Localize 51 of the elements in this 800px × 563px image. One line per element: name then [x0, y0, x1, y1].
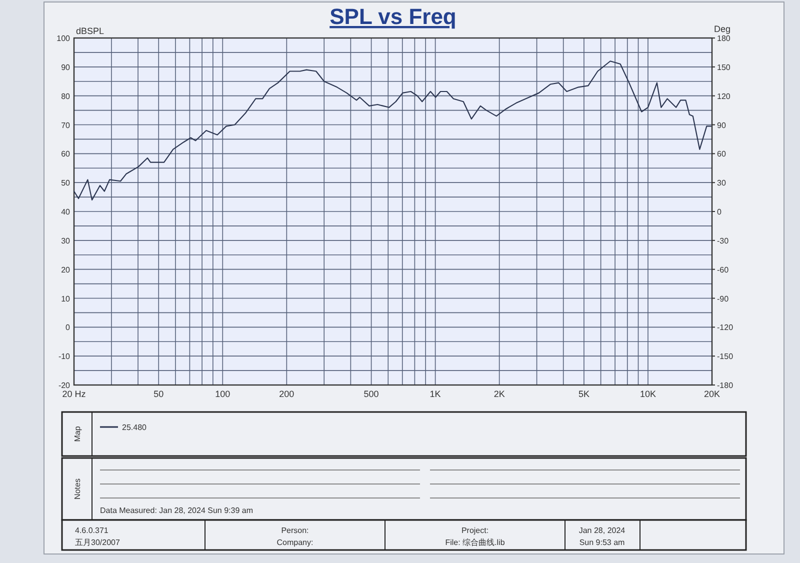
x-tick-label: 200 [279, 389, 294, 399]
x-tick-label: 50 [154, 389, 164, 399]
y2-tick-label: -60 [717, 265, 730, 274]
y-tick-label: 10 [61, 294, 71, 304]
y-axis-title: dBSPL [76, 26, 104, 36]
text: Notes [73, 478, 82, 500]
x-tick-label: 1K [430, 389, 441, 399]
y2-tick-label: -180 [717, 381, 734, 390]
x-tick-label: 10K [640, 389, 656, 399]
text: 五月30/2007 [75, 538, 120, 547]
y-tick-label: 50 [61, 178, 71, 188]
y2-tick-label: 90 [717, 120, 726, 130]
text: Jan 28, 2024 [578, 526, 626, 535]
y-tick-label: 0 [66, 323, 71, 332]
text: Company: [276, 538, 314, 547]
y2-tick-label: 180 [717, 34, 731, 43]
y2-tick-label: -90 [717, 294, 730, 304]
y2-tick-label: 0 [717, 208, 722, 216]
x-tick-label: 100 [215, 389, 230, 399]
y-tick-label: -10 [58, 352, 71, 362]
text: Project: [461, 526, 489, 535]
y-tick-label: -20 [58, 381, 71, 390]
y-tick-label: 20 [61, 265, 71, 274]
y-tick-label: 60 [61, 150, 71, 159]
y2-tick-label: -150 [717, 352, 734, 362]
y2-tick-label: 150 [717, 62, 731, 72]
text: Sun 9:53 am [579, 538, 626, 547]
text: Data Measured: Jan 28, 2024 Sun 9:39 am [100, 506, 254, 515]
text: File: 综合曲线.lib [445, 538, 506, 547]
x-tick-label: 20K [704, 389, 720, 399]
y-tick-label: 70 [61, 120, 71, 130]
y2-tick-label: 30 [717, 178, 726, 188]
y-tick-label: 30 [61, 236, 71, 246]
y-tick-label: 90 [61, 62, 71, 72]
text: Person: [281, 526, 309, 535]
y2-tick-label: 120 [717, 92, 731, 101]
y-tick-label: 40 [61, 208, 71, 216]
legend-title: Map [73, 426, 82, 442]
x-tick-label: 5K [578, 389, 590, 399]
text: 4.6.0.371 [75, 526, 109, 535]
y-tick-label: 100 [56, 34, 71, 43]
x-tick-label: 20 Hz [62, 389, 86, 399]
legend-label: 25.480 [122, 423, 148, 432]
y2-tick-label: -120 [717, 323, 734, 332]
chart-title: SPL vs Freq [330, 4, 456, 29]
y2-axis-title: Deg [714, 24, 731, 34]
x-tick-label: 500 [364, 389, 379, 399]
y2-tick-label: 60 [717, 150, 726, 159]
x-tick-label: 2K [494, 389, 505, 399]
y-tick-label: 80 [61, 92, 71, 101]
y2-tick-label: -30 [717, 236, 730, 246]
